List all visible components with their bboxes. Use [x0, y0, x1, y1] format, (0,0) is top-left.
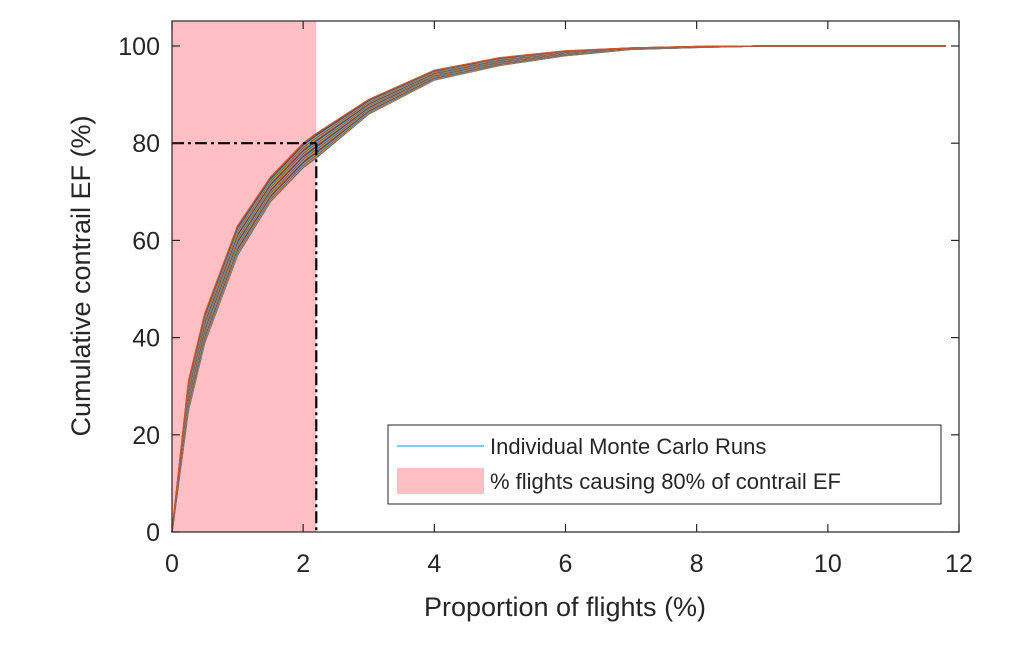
- y-tick-label: 60: [132, 227, 160, 255]
- x-tick-label: 4: [427, 550, 441, 578]
- legend-label-shaded: % flights causing 80% of contrail EF: [490, 469, 841, 494]
- x-tick-label: 10: [814, 550, 842, 578]
- y-axis-ticks: 0 20 40 60 80 100: [118, 33, 959, 547]
- x-tick-label: 8: [690, 550, 704, 578]
- y-tick-label: 0: [146, 519, 160, 547]
- legend-label-runs: Individual Monte Carlo Runs: [490, 434, 766, 459]
- y-axis-label: Cumulative contrail EF (%): [66, 115, 96, 436]
- y-tick-label: 100: [118, 33, 160, 61]
- x-axis-ticks: 0 2 4 6 8 10 12: [165, 21, 973, 578]
- legend-patch-swatch: [397, 468, 484, 494]
- x-axis-label: Proportion of flights (%): [424, 592, 706, 622]
- monte-carlo-runs: [171, 45, 946, 533]
- y-tick-label: 20: [132, 422, 160, 450]
- shaded-region-80pct: [172, 21, 317, 532]
- x-tick-label: 0: [165, 550, 179, 578]
- y-tick-label: 40: [132, 325, 160, 353]
- x-tick-label: 2: [296, 550, 310, 578]
- legend: Individual Monte Carlo Runs % flights ca…: [387, 424, 942, 505]
- x-tick-label: 12: [945, 550, 973, 578]
- x-tick-label: 6: [559, 550, 573, 578]
- monte-carlo-run-line: [171, 45, 946, 533]
- y-tick-label: 80: [132, 130, 160, 158]
